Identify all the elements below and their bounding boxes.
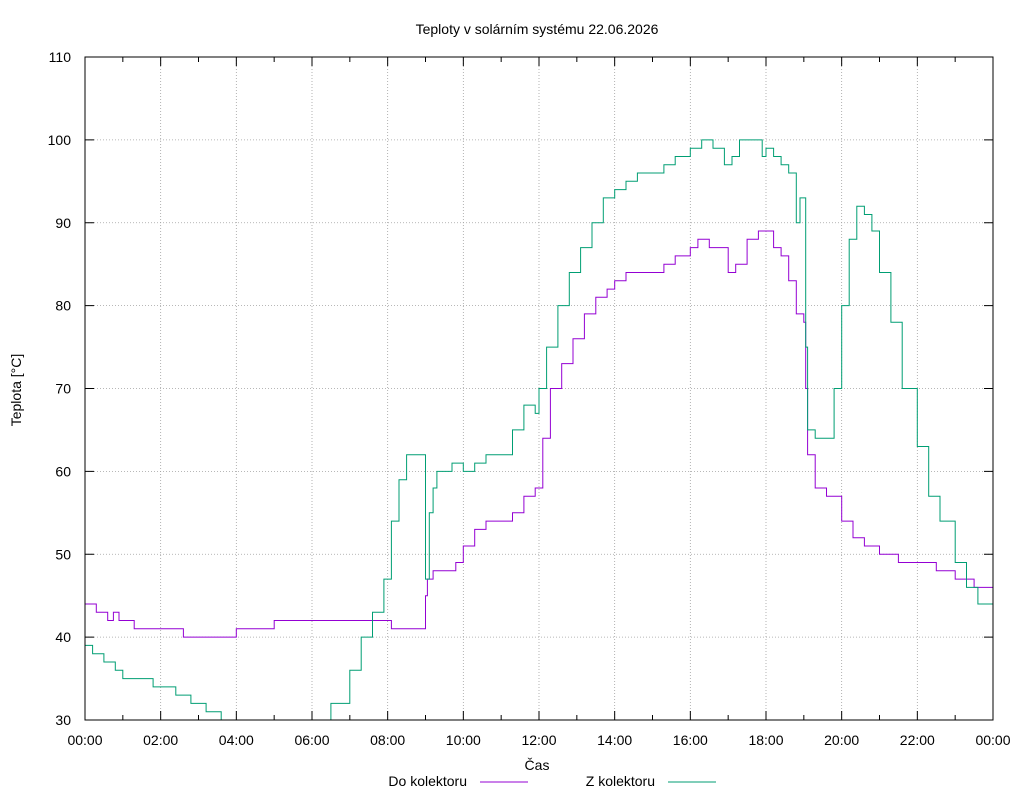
x-tick-label: 12:00 [521, 732, 556, 748]
series-lines [85, 139, 993, 720]
x-tick-label: 04:00 [219, 732, 254, 748]
x-tick-label: 14:00 [597, 732, 632, 748]
y-tick-label: 30 [55, 712, 71, 728]
y-tick-label: 110 [49, 49, 72, 65]
series-line-do-kolektoru [85, 230, 993, 638]
x-tick-label: 16:00 [673, 732, 708, 748]
x-tick-label: 20:00 [824, 732, 859, 748]
x-tick-label: 00:00 [67, 732, 102, 748]
x-axis-label: Čas [525, 757, 550, 773]
y-tick-label: 50 [55, 546, 71, 562]
legend: Do kolektoru Z kolektoru [388, 773, 716, 789]
y-tick-label: 100 [48, 132, 72, 148]
y-tick-label: 40 [55, 629, 71, 645]
x-tick-label: 06:00 [294, 732, 329, 748]
x-tick-label: 08:00 [370, 732, 405, 748]
y-tick-label: 70 [55, 381, 71, 397]
plot-frame [84, 56, 994, 721]
x-tick-labels: 00:00 02:00 04:00 06:00 08:00 10:00 12:00 14:00… [67, 732, 1010, 748]
y-tick-label: 60 [55, 463, 71, 479]
y-tick-labels: 30 40 50 60 70 80 90 100 110 [48, 49, 72, 728]
series-line-z-kolektoru [85, 139, 993, 720]
x-tick-label: 02:00 [143, 732, 178, 748]
legend-label-do-kolektoru: Do kolektoru [388, 773, 467, 789]
y-tick-label: 90 [55, 215, 71, 231]
y-tick-label: 80 [55, 298, 71, 314]
x-tick-label: 18:00 [748, 732, 783, 748]
chart-title: Teploty v solárním systému 22.06.2026 [416, 21, 659, 37]
legend-label-z-kolektoru: Z kolektoru [586, 773, 655, 789]
x-tick-label: 00:00 [975, 732, 1010, 748]
y-axis-label: Teplota [°C] [8, 354, 24, 427]
x-tick-label: 10:00 [446, 732, 481, 748]
x-tick-label: 22:00 [900, 732, 935, 748]
